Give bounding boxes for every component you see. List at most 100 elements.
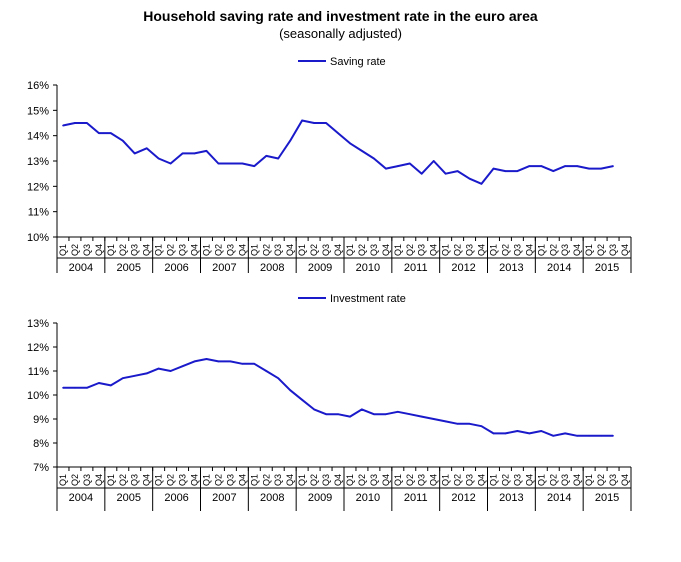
data-point [313, 122, 315, 124]
data-point [432, 160, 435, 162]
data-point [516, 170, 519, 172]
data-point [62, 124, 64, 127]
data-point [361, 150, 363, 152]
x-tick-label-quarter: Q2 [70, 474, 80, 486]
data-point [444, 172, 447, 175]
data-point [420, 415, 423, 418]
x-tick-label-quarter: Q3 [178, 244, 188, 256]
data-point [325, 122, 327, 124]
y-tick-label: 14% [27, 131, 49, 143]
data-point [408, 162, 411, 165]
x-tick-label-year: 2006 [164, 262, 188, 274]
x-tick-label-quarter: Q3 [369, 474, 379, 486]
x-tick-label-quarter: Q4 [477, 474, 487, 486]
x-tick-label-quarter: Q2 [405, 244, 415, 256]
x-tick-label-quarter: Q2 [166, 244, 176, 256]
series-line [63, 358, 614, 437]
data-point [612, 435, 614, 437]
x-tick-label-quarter: Q1 [106, 244, 116, 256]
data-point [397, 165, 399, 167]
x-tick-label-quarter: Q1 [249, 244, 259, 256]
data-point [373, 413, 375, 416]
x-tick-label-quarter: Q4 [381, 244, 391, 256]
x-tick-label-quarter: Q1 [297, 474, 307, 486]
data-point [181, 365, 184, 368]
data-point [193, 360, 196, 363]
x-tick-label-quarter: Q1 [58, 244, 68, 256]
x-tick-label-year: 2011 [404, 262, 428, 274]
data-point [86, 387, 88, 389]
data-point [74, 122, 76, 124]
data-point [169, 370, 172, 372]
data-point [241, 363, 244, 365]
x-tick-label-quarter: Q2 [548, 244, 558, 256]
x-tick-label-quarter: Q2 [405, 474, 415, 486]
x-tick-label-quarter: Q2 [309, 244, 319, 256]
data-point [420, 172, 423, 175]
data-point [313, 408, 315, 411]
x-tick-label-quarter: Q2 [213, 244, 223, 256]
x-tick-label-year: 2009 [308, 492, 332, 504]
data-point [253, 165, 256, 167]
data-point [86, 122, 88, 124]
x-tick-label-quarter: Q2 [453, 244, 463, 256]
x-tick-label-quarter: Q3 [512, 474, 522, 486]
x-tick-label-quarter: Q2 [596, 474, 606, 486]
x-tick-label-year: 2005 [117, 262, 141, 274]
data-point [576, 435, 578, 437]
x-tick-label-year: 2006 [164, 492, 188, 504]
data-point [432, 418, 435, 420]
x-tick-label-year: 2010 [356, 492, 380, 504]
x-tick-label-quarter: Q3 [369, 244, 379, 256]
x-tick-label-quarter: Q2 [453, 474, 463, 486]
x-tick-label-quarter: Q1 [345, 474, 355, 486]
x-tick-label-quarter: Q2 [357, 244, 367, 256]
x-tick-label-quarter: Q1 [536, 474, 546, 486]
y-tick-label: 15% [27, 105, 49, 117]
data-point [289, 389, 291, 392]
data-point [408, 413, 411, 416]
data-point [301, 119, 303, 122]
x-tick-label-year: 2009 [308, 262, 332, 274]
x-tick-label-quarter: Q4 [429, 474, 439, 486]
data-point [612, 165, 614, 167]
data-point [277, 157, 280, 160]
data-point [62, 387, 64, 389]
x-tick-label-quarter: Q3 [417, 244, 427, 256]
data-point [337, 132, 339, 134]
x-tick-label-year: 2004 [69, 262, 93, 274]
data-point [480, 425, 483, 428]
data-point [98, 132, 100, 134]
x-tick-label-quarter: Q4 [237, 474, 247, 486]
data-point [528, 432, 531, 435]
data-point [385, 413, 387, 416]
x-tick-label-quarter: Q3 [321, 474, 331, 486]
chart-title: Household saving rate and investment rat… [143, 8, 538, 24]
y-tick-label: 13% [27, 318, 49, 330]
x-tick-label-year: 2007 [212, 492, 236, 504]
data-point [337, 413, 339, 416]
x-tick-label-quarter: Q1 [441, 244, 451, 256]
data-point [564, 432, 567, 435]
data-point [492, 167, 495, 170]
x-tick-label-quarter: Q2 [357, 474, 367, 486]
x-tick-label-year: 2011 [404, 492, 428, 504]
data-point [205, 150, 208, 152]
data-point [253, 363, 256, 365]
data-point [265, 370, 268, 372]
data-point [456, 170, 459, 172]
data-point [145, 372, 148, 375]
y-tick-label: 12% [27, 342, 49, 354]
x-tick-label-year: 2005 [117, 492, 141, 504]
data-point [504, 432, 507, 435]
x-tick-label-quarter: Q3 [273, 244, 283, 256]
data-point [480, 183, 483, 185]
x-tick-label-quarter: Q3 [465, 244, 475, 256]
x-tick-label-quarter: Q1 [488, 244, 498, 256]
data-point [600, 435, 602, 437]
y-tick-label: 10% [27, 390, 49, 402]
x-tick-label-quarter: Q2 [500, 244, 510, 256]
legend-label: Saving rate [330, 56, 386, 68]
x-tick-label-quarter: Q4 [572, 474, 582, 486]
